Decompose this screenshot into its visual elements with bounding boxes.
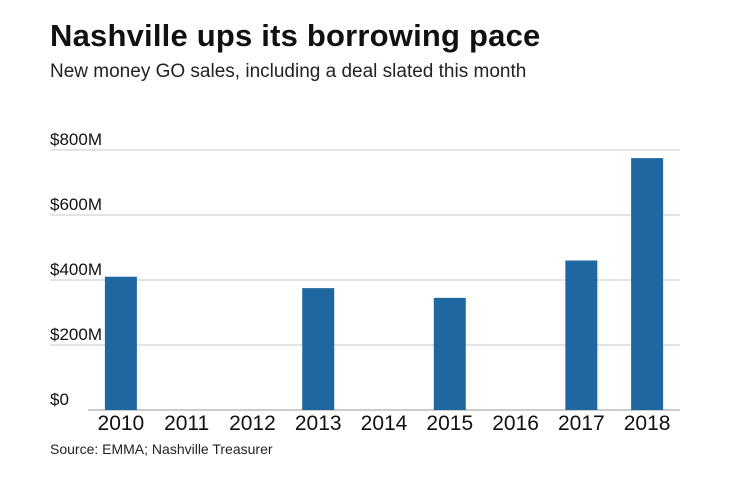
x-tick-label-2014: 2014 [361,412,408,435]
y-tick-label: $200M [50,325,102,344]
bar-2010 [104,276,137,410]
y-tick-label: $0 [50,390,69,409]
x-tick-label-2012: 2012 [229,412,276,435]
bar-2013 [302,288,335,410]
source-note: Source: EMMA; Nashville Treasurer [50,441,273,457]
x-tick-label-2011: 2011 [164,412,209,435]
y-tick-label: $600M [50,195,102,214]
x-tick-label-2013: 2013 [295,412,342,435]
y-tick-label: $800M [50,130,102,149]
bar-2017 [565,260,598,410]
x-tick-label-2015: 2015 [426,412,473,435]
bar-2015 [433,297,466,410]
bar-2018 [631,158,664,410]
y-tick-label: $400M [50,260,102,279]
chart-title: Nashville ups its borrowing pace [50,18,541,53]
y-axis-tick-labels: $0 $200M $400M $600M $800M [50,130,102,409]
x-tick-label-2010: 2010 [98,412,145,435]
x-tick-label-2017: 2017 [558,412,605,435]
x-axis-tick-labels: 2010 2011 2012 2013 2014 2015 2016 2017 2018 [98,412,671,435]
chart-subtitle: New money GO sales, including a deal sla… [50,61,527,82]
x-tick-label-2016: 2016 [492,412,539,435]
bars [104,158,664,410]
x-tick-label-2018: 2018 [624,412,671,435]
